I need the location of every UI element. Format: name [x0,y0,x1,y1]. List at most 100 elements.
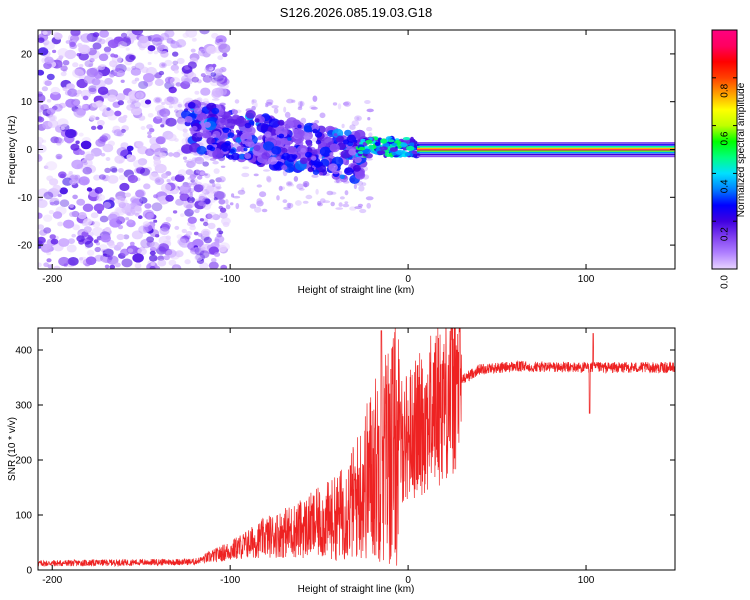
heatmap-cell [219,211,228,219]
heatmap-cell [48,114,58,122]
heatmap-cell [69,211,76,217]
heatmap-cell [53,200,60,206]
heatmap-cell [290,183,294,187]
heatmap-cell [123,234,130,240]
heatmap-cell [66,244,77,253]
heatmap-cell [243,147,248,152]
heatmap-cell [68,171,73,175]
heatmap-cell [186,196,196,204]
stable-tone-band [417,146,675,148]
heatmap-cell [97,86,109,96]
heatmap-cell [172,210,178,214]
colorbar-label: Normalized spectral amplitude [736,82,747,217]
heatmap-cell [111,167,118,173]
heatmap-cell [190,223,195,228]
heatmap-cell [83,226,92,233]
heatmap-cell [380,138,387,144]
heatmap-cell [144,203,152,209]
heatmap-cell [178,169,187,177]
heatmap-cell [146,81,153,86]
heatmap-cell [215,86,228,97]
heatmap-cell [195,169,200,174]
heatmap-cell [149,250,156,256]
x-tick-label: 100 [578,274,595,285]
heatmap-cell [43,42,48,46]
heatmap-cell [74,174,81,179]
heatmap-cell [39,229,48,236]
heatmap-cell [211,63,217,68]
heatmap-cell [203,236,212,244]
heatmap-cell [235,129,240,134]
heatmap-cell [135,140,144,148]
heatmap-cell [114,155,125,164]
heatmap-cell [107,94,117,103]
heatmap-cell [216,186,222,190]
heatmap-cell [329,152,334,156]
heatmap-cell [201,190,206,194]
heatmap-cell [98,174,106,180]
heatmap-cell [46,99,52,103]
heatmap-cell [90,212,99,219]
heatmap-cell [319,146,332,157]
heatmap-cell [69,179,77,185]
heatmap-cell [142,221,150,227]
heatmap-cell [50,136,59,144]
heatmap-cell [38,188,49,197]
heatmap-cell [118,202,127,208]
y-tick-label: 400 [15,346,32,357]
stable-tone-band [417,144,675,146]
heatmap-cell [271,146,282,155]
heatmap-cell [79,257,84,261]
heatmap-cell [172,51,179,57]
heatmap-cell [206,185,215,192]
heatmap-cell [69,204,74,208]
heatmap-cell [52,184,61,192]
y-tick-label: 10 [21,97,33,108]
heatmap-cell [58,256,70,267]
heatmap-cell [155,114,162,120]
heatmap-cell [116,70,125,77]
heatmap-cell [329,143,340,153]
heatmap-cell [40,243,53,253]
heatmap-cell [374,141,381,146]
heatmap-cell [62,60,70,66]
heatmap-cell [406,145,415,151]
heatmap-cell [49,197,60,206]
heatmap-cell [190,247,196,252]
heatmap-cell [89,115,96,121]
heatmap-cell [44,56,54,65]
heatmap-cell [71,210,80,218]
heatmap-cell [100,234,111,243]
heatmap-cell [126,104,135,111]
heatmap-cell [144,99,152,105]
heatmap-cell [191,76,199,83]
heatmap-cell [189,191,193,199]
heatmap-cell [271,105,279,109]
heatmap-cell [149,241,160,250]
heatmap-cell [353,183,357,190]
heatmap-cell [125,54,135,63]
heatmap-cell [209,158,217,161]
heatmap-cell [359,208,367,214]
spectrogram-heatmap [38,30,675,269]
heatmap-cell [114,262,121,268]
heatmap-cell [153,50,159,55]
heatmap-cell [78,150,85,156]
heatmap-cell [235,116,247,127]
heatmap-cell [198,201,206,206]
heatmap-cell [293,176,299,182]
heatmap-cell [404,152,410,157]
heatmap-cell [194,157,202,162]
heatmap-cell [222,52,228,58]
heatmap-cell [93,174,101,181]
heatmap-cell [137,158,148,166]
heatmap-cell [131,79,137,85]
heatmap-cell [72,68,84,78]
heatmap-cell [99,30,109,38]
heatmap-cell [78,132,84,137]
heatmap-cell [344,190,349,196]
heatmap-cell [330,201,335,207]
heatmap-cell [218,245,228,253]
heatmap-cell [312,95,318,102]
